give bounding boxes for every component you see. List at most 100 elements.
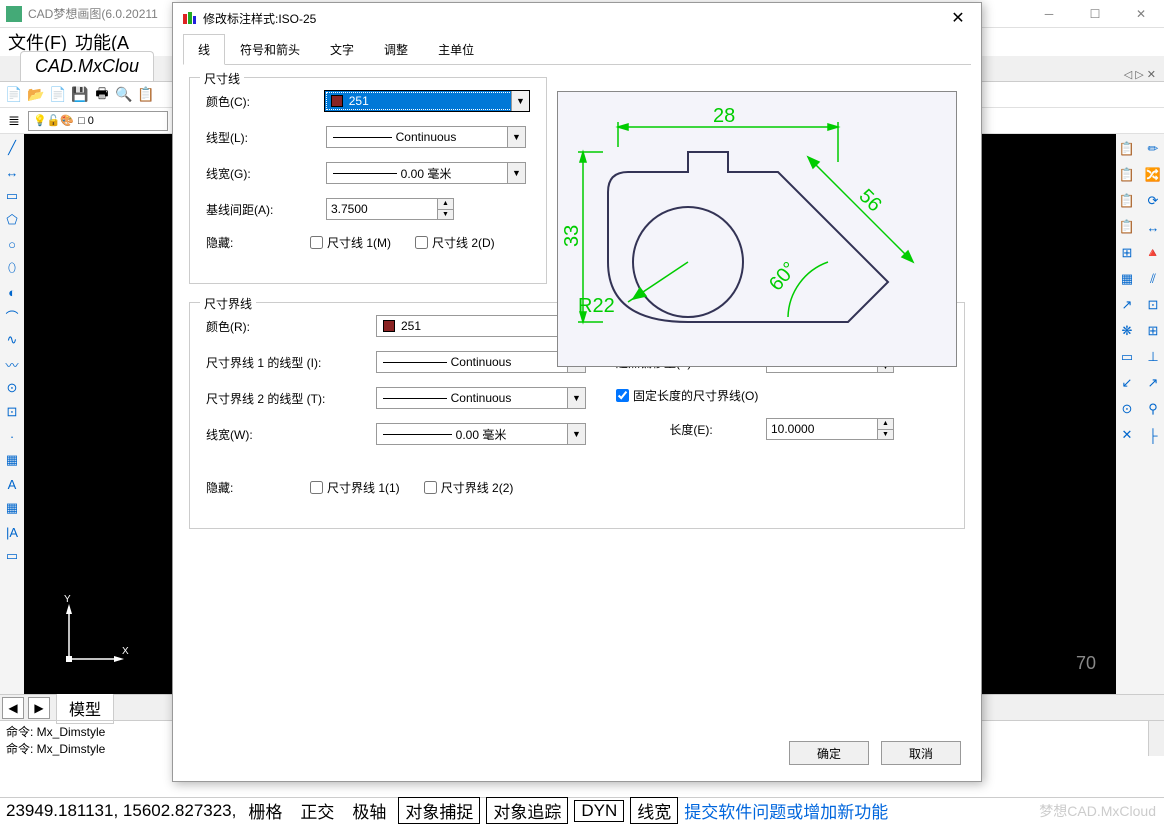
misc-tool[interactable]: ├ bbox=[1142, 424, 1164, 446]
hatch-tool[interactable]: ▦ bbox=[2, 450, 22, 470]
chamfer-tool[interactable]: ⊥ bbox=[1142, 346, 1164, 368]
cmd-vscroll[interactable] bbox=[1148, 721, 1164, 756]
polygon-tool[interactable]: ⬠ bbox=[2, 210, 22, 230]
region-tool[interactable]: ▭ bbox=[2, 546, 22, 566]
linetype-combo[interactable]: Continuous ▼ bbox=[326, 126, 526, 148]
hide-extline1-checkbox[interactable]: 尺寸界线 1(1) bbox=[310, 479, 400, 496]
color-swatch bbox=[383, 320, 395, 332]
dimstyle-dialog: 修改标注样式:ISO-25 ✕ 线 符号和箭头 文字 调整 主单位 尺寸线 颜色… bbox=[172, 2, 982, 782]
model-tab[interactable]: 模型 bbox=[56, 692, 114, 724]
hide-dimline1-checkbox[interactable]: 尺寸线 1(M) bbox=[310, 234, 391, 251]
toggle-polar[interactable]: 极轴 bbox=[346, 798, 392, 823]
explode-tool[interactable]: ❋ bbox=[1116, 320, 1138, 342]
circle-tool[interactable]: ○ bbox=[2, 234, 22, 254]
tab-next[interactable]: ▶ bbox=[28, 697, 50, 719]
dim4-tool[interactable]: ⚲ bbox=[1142, 398, 1164, 420]
doc-tab[interactable]: CAD.MxClou bbox=[20, 51, 154, 81]
scale-tool[interactable]: 🔺 bbox=[1142, 242, 1164, 264]
feedback-link[interactable]: 提交软件问题或增加新功能 bbox=[684, 798, 888, 823]
toggle-grid[interactable]: 栅格 bbox=[242, 798, 288, 823]
point-tool[interactable]: · bbox=[2, 426, 22, 446]
edit-tool[interactable]: ✏ bbox=[1142, 138, 1164, 160]
print-icon[interactable]: 🖶 bbox=[92, 85, 112, 105]
length-spinner[interactable]: ▲▼ bbox=[878, 418, 894, 440]
baseline-input[interactable] bbox=[326, 198, 438, 220]
dialog-buttons: 确定 取消 bbox=[789, 741, 961, 765]
fixed-length-checkbox[interactable]: 固定长度的尺寸界线(O) bbox=[616, 387, 758, 404]
dim3-tool[interactable]: ⊙ bbox=[1116, 398, 1138, 420]
extend-tool[interactable]: ↗ bbox=[1116, 294, 1138, 316]
dim1-tool[interactable]: ↙ bbox=[1116, 372, 1138, 394]
block-tool[interactable]: ⊡ bbox=[2, 402, 22, 422]
xline-tool[interactable]: ↔ bbox=[2, 162, 22, 182]
minimize-button[interactable]: ─ bbox=[1026, 0, 1072, 28]
copy3-tool[interactable]: 📋 bbox=[1116, 190, 1138, 212]
baseline-spinner[interactable]: ▲▼ bbox=[438, 198, 454, 220]
text-tool[interactable]: A bbox=[2, 474, 22, 494]
copy-tool[interactable]: 📋 bbox=[1116, 138, 1138, 160]
hide-extline2-checkbox[interactable]: 尺寸界线 2(2) bbox=[424, 479, 514, 496]
wave-tool[interactable]: 〰 bbox=[2, 354, 22, 374]
copy4-tool[interactable]: 📋 bbox=[1116, 216, 1138, 238]
mtext-tool[interactable]: |A bbox=[2, 522, 22, 542]
array-tool[interactable]: ⊞ bbox=[1116, 242, 1138, 264]
tab-symbols[interactable]: 符号和箭头 bbox=[225, 34, 315, 65]
close-button[interactable]: ✕ bbox=[1118, 0, 1164, 28]
layers-icon[interactable]: ≣ bbox=[4, 111, 24, 131]
arc2-tool[interactable]: ⌒ bbox=[2, 306, 22, 326]
zoom-icon[interactable]: 🔍 bbox=[114, 85, 134, 105]
hide-dimline2-checkbox[interactable]: 尺寸线 2(D) bbox=[415, 234, 495, 251]
toggle-osnap[interactable]: 对象捕捉 bbox=[398, 797, 480, 824]
del-tool[interactable]: ✕ bbox=[1116, 424, 1138, 446]
toggle-lwt[interactable]: 线宽 bbox=[630, 797, 678, 824]
linetype-label: 线型(L): bbox=[206, 129, 326, 146]
ext2-linetype-combo[interactable]: Continuous ▼ bbox=[376, 387, 586, 409]
ext-color-combo[interactable]: 251 ▼ bbox=[376, 315, 586, 337]
grid-tool[interactable]: ▦ bbox=[1116, 268, 1138, 290]
ext1-linetype-combo[interactable]: Continuous ▼ bbox=[376, 351, 586, 373]
tab-lines[interactable]: 线 bbox=[183, 34, 225, 65]
fillet-tool[interactable]: ▭ bbox=[1116, 346, 1138, 368]
ext-lineweight-combo[interactable]: 0.00 毫米 ▼ bbox=[376, 423, 586, 445]
canvas-label: 70 bbox=[1076, 653, 1096, 674]
join-tool[interactable]: ⊞ bbox=[1142, 320, 1164, 342]
move-tool[interactable]: 🔀 bbox=[1142, 164, 1164, 186]
dropdown-arrow-icon: ▼ bbox=[507, 127, 525, 147]
tab-prev[interactable]: ◀ bbox=[2, 697, 24, 719]
save-icon[interactable]: 💾 bbox=[70, 85, 90, 105]
table-tool[interactable]: ▦ bbox=[2, 498, 22, 518]
toggle-otrack[interactable]: 对象追踪 bbox=[486, 797, 568, 824]
line-tool[interactable]: ╱ bbox=[2, 138, 22, 158]
open-icon[interactable]: 📂 bbox=[26, 85, 46, 105]
trim-tool[interactable]: ⫽ bbox=[1142, 268, 1164, 290]
copy2-tool[interactable]: 📋 bbox=[1116, 164, 1138, 186]
dim2-tool[interactable]: ↗ bbox=[1142, 372, 1164, 394]
cancel-button[interactable]: 取消 bbox=[881, 741, 961, 765]
tab-nav[interactable]: ◁ ▷ ✕ bbox=[1124, 68, 1164, 81]
length-input[interactable] bbox=[766, 418, 878, 440]
dialog-titlebar[interactable]: 修改标注样式:ISO-25 ✕ bbox=[173, 3, 981, 33]
mirror-tool[interactable]: ↔ bbox=[1142, 216, 1164, 238]
rotate-tool[interactable]: ⟳ bbox=[1142, 190, 1164, 212]
maximize-button[interactable]: ☐ bbox=[1072, 0, 1118, 28]
dropdown-arrow-icon: ▼ bbox=[567, 388, 585, 408]
rect-tool[interactable]: ▭ bbox=[2, 186, 22, 206]
toggle-ortho[interactable]: 正交 bbox=[294, 798, 340, 823]
tab-units[interactable]: 主单位 bbox=[423, 34, 489, 65]
dialog-close-button[interactable]: ✕ bbox=[943, 3, 973, 33]
spline-tool[interactable]: ∿ bbox=[2, 330, 22, 350]
toggle-dyn[interactable]: DYN bbox=[574, 800, 624, 822]
ok-button[interactable]: 确定 bbox=[789, 741, 869, 765]
layer-combo[interactable]: 💡🔓🎨 □ 0 bbox=[28, 111, 168, 131]
donut-tool[interactable]: ⊙ bbox=[2, 378, 22, 398]
paste-icon[interactable]: 📋 bbox=[136, 85, 156, 105]
arc-tool[interactable]: ◐ bbox=[2, 282, 22, 302]
offset-tool[interactable]: ⊡ bbox=[1142, 294, 1164, 316]
color-combo[interactable]: 251 ▼ bbox=[324, 90, 530, 112]
new-icon[interactable]: 📄 bbox=[4, 85, 24, 105]
tab-text[interactable]: 文字 bbox=[315, 34, 369, 65]
lineweight-combo[interactable]: 0.00 毫米 ▼ bbox=[326, 162, 526, 184]
ellipse-tool[interactable]: ⬯ bbox=[2, 258, 22, 278]
tab-fit[interactable]: 调整 bbox=[369, 34, 423, 65]
doc-icon[interactable]: 📄 bbox=[48, 85, 68, 105]
